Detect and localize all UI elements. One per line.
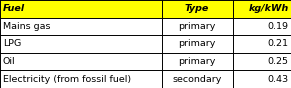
Text: Mains gas: Mains gas [3, 22, 50, 31]
Text: Electricity (from fossil fuel): Electricity (from fossil fuel) [3, 75, 131, 84]
Text: 0.43: 0.43 [267, 75, 289, 84]
Bar [0, 53, 291, 70]
Text: kg/kWh: kg/kWh [249, 4, 289, 13]
Text: primary: primary [178, 57, 216, 66]
Text: LPG: LPG [3, 40, 21, 48]
Text: secondary: secondary [173, 75, 222, 84]
Bar [0, 18, 291, 35]
Text: primary: primary [178, 40, 216, 48]
Text: Oil: Oil [3, 57, 15, 66]
Text: Fuel: Fuel [3, 4, 25, 13]
Text: 0.21: 0.21 [268, 40, 289, 48]
Bar [0, 0, 291, 18]
Text: Type: Type [185, 4, 209, 13]
Text: 0.19: 0.19 [268, 22, 289, 31]
Text: 0.25: 0.25 [268, 57, 289, 66]
Text: primary: primary [178, 22, 216, 31]
Bar [0, 70, 291, 88]
Bar [0, 35, 291, 53]
